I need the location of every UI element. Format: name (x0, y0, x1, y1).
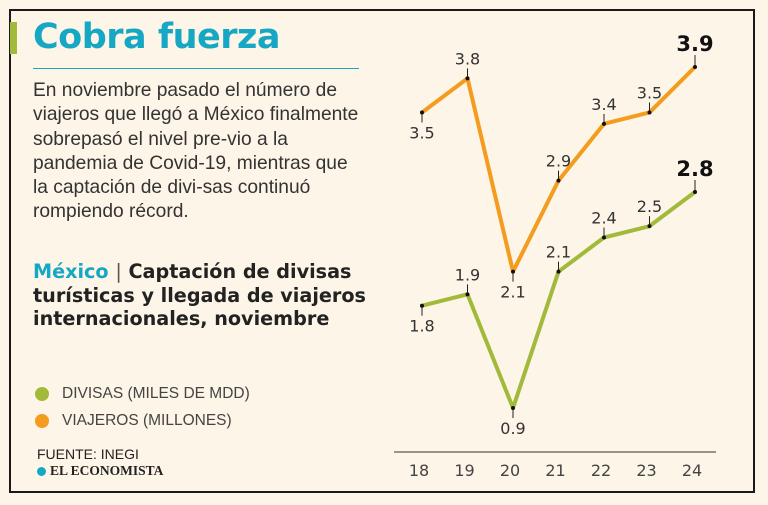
title-accent-bar (10, 22, 17, 54)
x-tick-label: 19 (454, 461, 474, 480)
legend-swatch-divisas (35, 386, 49, 401)
data-point-divisas (602, 235, 606, 240)
data-point-viajeros (511, 269, 515, 274)
source-note: FUENTE: INEGI (37, 446, 139, 462)
legend-swatch-viajeros (35, 413, 49, 428)
data-point-divisas (556, 269, 561, 274)
page-title: Cobra fuerza (33, 17, 280, 57)
brand-icon (37, 466, 46, 476)
brand-logo: EL ECONOMISTA (37, 463, 163, 479)
data-label-viajeros: 2.9 (546, 152, 571, 171)
series-layer (420, 65, 697, 410)
legend-item-divisas: DIVISAS (MILES DE MDD) (35, 380, 250, 407)
data-label-viajeros: 3.4 (591, 95, 616, 114)
data-label-divisas: 1.9 (455, 265, 480, 284)
data-label-divisas: 0.9 (500, 419, 525, 438)
data-label-divisas: 1.8 (409, 317, 434, 336)
series-line-divisas (420, 190, 697, 410)
chart-heading-separator: | (115, 260, 122, 283)
legend-label-viajeros: VIAJEROS (MILLONES) (62, 411, 232, 429)
x-tick-label: 22 (591, 461, 611, 480)
data-label-viajeros: 3.5 (409, 123, 434, 142)
data-label-divisas: 2.8 (676, 157, 713, 181)
chart-heading: México | Captación de divisas turísticas… (33, 260, 373, 331)
data-label-viajeros: 2.1 (500, 283, 525, 302)
data-point-viajeros (602, 121, 606, 126)
infographic-frame (9, 9, 755, 493)
data-point-divisas (647, 224, 652, 229)
data-point-viajeros (420, 110, 424, 115)
data-label-viajeros: 3.8 (455, 49, 480, 68)
data-point-viajeros (647, 110, 652, 115)
chart-heading-text: Captación de divisas turísticas y llegad… (33, 260, 366, 330)
data-point-viajeros (693, 65, 697, 69)
ticks-layer: 18 19 20 21 22 23 24 (409, 461, 702, 480)
chart-legend: DIVISAS (MILES DE MDD) VIAJEROS (MILLONE… (35, 380, 250, 434)
x-tick-label: 24 (682, 461, 702, 480)
chart-heading-country: México (33, 260, 109, 283)
legend-label-divisas: DIVISAS (MILES DE MDD) (62, 384, 250, 402)
data-point-viajeros (465, 76, 470, 81)
data-point-divisas (511, 406, 515, 410)
data-label-viajeros: 3.9 (676, 32, 713, 56)
x-tick-label: 18 (409, 461, 429, 480)
x-tick-label: 21 (545, 461, 565, 480)
data-point-viajeros (556, 178, 561, 183)
x-tick-label: 23 (636, 461, 656, 480)
marks-layer (420, 55, 697, 418)
data-point-divisas (420, 303, 424, 308)
data-label-divisas: 2.4 (591, 209, 616, 228)
data-label-divisas: 2.5 (637, 197, 662, 216)
data-label-divisas: 2.1 (546, 243, 571, 262)
x-tick-label: 20 (500, 461, 520, 480)
data-point-divisas (465, 292, 470, 297)
brand-name: EL ECONOMISTA (50, 463, 164, 478)
title-divider (33, 68, 359, 69)
legend-item-viajeros: VIAJEROS (MILLONES) (35, 407, 250, 434)
data-point-divisas (693, 190, 697, 195)
labels-layer: 3.5 3.8 2.1 2.9 3.4 3.5 3.9 1.8 1.9 0.9 2.1 2.4 2.5 2… (409, 32, 713, 438)
data-label-viajeros: 3.5 (637, 83, 662, 102)
intro-paragraph: En noviembre pasado el número de viajero… (33, 80, 359, 223)
